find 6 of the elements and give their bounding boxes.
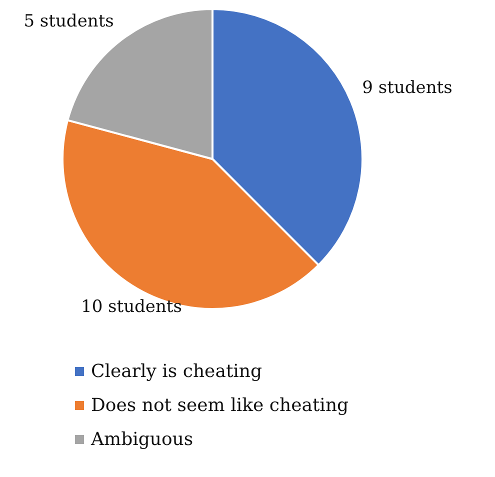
data-label: 10 students [81,297,182,318]
legend-label: Clearly is cheating [91,360,262,382]
data-label: 5 students [24,11,114,32]
data-label: 9 students [362,78,452,98]
legend-label: Ambiguous [91,428,194,450]
legend-label: Does not seem like cheating [91,394,349,416]
